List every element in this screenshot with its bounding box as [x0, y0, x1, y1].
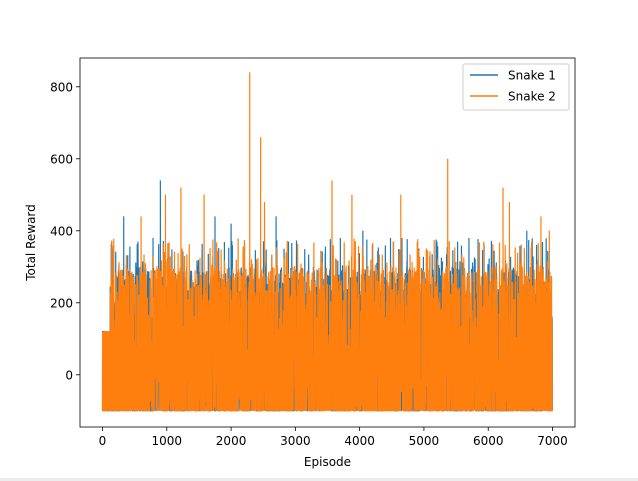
y-tick-label: 800 [50, 80, 73, 94]
axes-frame [79, 57, 576, 428]
y-axis-ticks: 0 200 400 600 800 [50, 80, 80, 382]
series-line-snake-2 [101, 72, 553, 412]
x-axis-label: Episode [304, 455, 351, 469]
x-axis-ticks: 0 1000 2000 3000 4000 5000 6000 7000 [99, 427, 568, 448]
window-bottom-edge [0, 478, 638, 481]
x-tick-label: 4000 [344, 434, 375, 448]
legend-label-snake-1: Snake 1 [508, 69, 556, 83]
x-tick-label: 6000 [473, 434, 504, 448]
y-tick-label: 400 [50, 224, 73, 238]
series-layer [101, 72, 553, 412]
y-tick-label: 0 [65, 368, 73, 382]
y-tick-label: 200 [50, 296, 73, 310]
x-tick-label: 2000 [216, 434, 247, 448]
x-tick-label: 0 [99, 434, 107, 448]
legend: Snake 1 Snake 2 [462, 63, 570, 111]
x-tick-label: 5000 [409, 434, 440, 448]
legend-label-snake-2: Snake 2 [508, 90, 556, 104]
y-tick-label: 600 [50, 152, 73, 166]
y-axis-label: Total Reward [24, 204, 38, 282]
x-tick-label: 7000 [537, 434, 568, 448]
x-tick-label: 1000 [152, 434, 183, 448]
x-tick-label: 3000 [280, 434, 311, 448]
